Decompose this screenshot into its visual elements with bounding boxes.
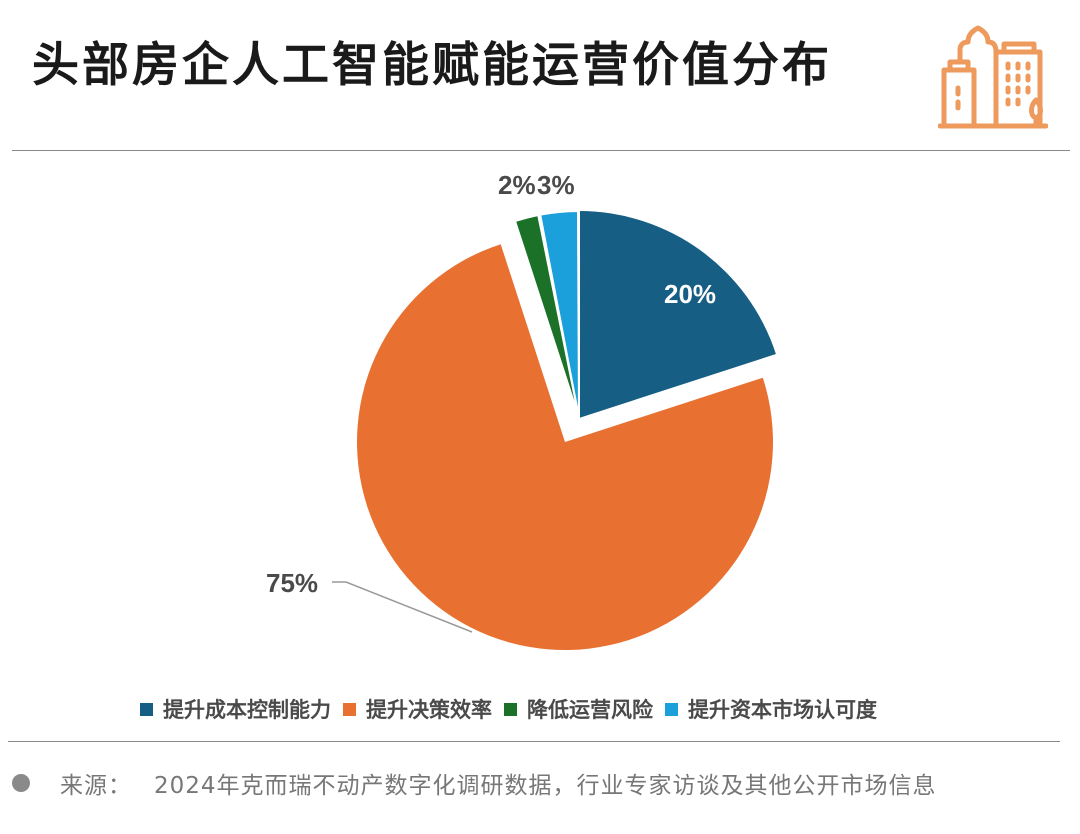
legend-label: 提升成本控制能力 — [163, 698, 331, 722]
legend-label: 提升资本市场认可度 — [688, 698, 877, 722]
legend-item-operating-risk[interactable]: 降低运营风险 — [504, 694, 653, 724]
legend-label: 提升决策效率 — [366, 698, 492, 722]
page-title: 头部房企人工智能赋能运营价值分布 — [32, 38, 832, 93]
legend-item-capital-market[interactable]: 提升资本市场认可度 — [665, 694, 877, 724]
source-text: 2024年克而瑞不动产数字化调研数据，行业专家访谈及其他公开市场信息 — [154, 773, 937, 799]
legend-item-decision-efficiency[interactable]: 提升决策效率 — [343, 694, 492, 724]
label-75: 75% — [266, 568, 318, 598]
label-2: 2% — [498, 170, 536, 200]
city-buildings-icon — [938, 25, 1048, 129]
label-20: 20% — [664, 279, 716, 309]
pie-slice-decision-efficiency[interactable] — [356, 244, 773, 651]
legend-swatch — [665, 702, 678, 716]
label-3: 3% — [537, 170, 575, 200]
legend-swatch — [140, 702, 153, 716]
source-label: 来源： — [60, 773, 132, 799]
legend-swatch — [504, 702, 517, 716]
legend-label: 降低运营风险 — [527, 698, 653, 722]
leader-line-75 — [332, 581, 473, 633]
header-divider — [12, 150, 1070, 151]
legend-swatch — [343, 702, 356, 716]
footer-divider — [8, 741, 1060, 742]
chart-legend: 提升成本控制能力 提升决策效率 降低运营风险 提升资本市场认可度 — [140, 694, 889, 724]
bullet-icon — [12, 774, 30, 792]
legend-item-cost-control[interactable]: 提升成本控制能力 — [140, 694, 331, 724]
source-note: 来源： 2024年克而瑞不动产数字化调研数据，行业专家访谈及其他公开市场信息 — [12, 766, 937, 800]
pie-slice-cost-control[interactable] — [579, 211, 776, 418]
pie-slice-operating-risk[interactable] — [513, 213, 580, 419]
